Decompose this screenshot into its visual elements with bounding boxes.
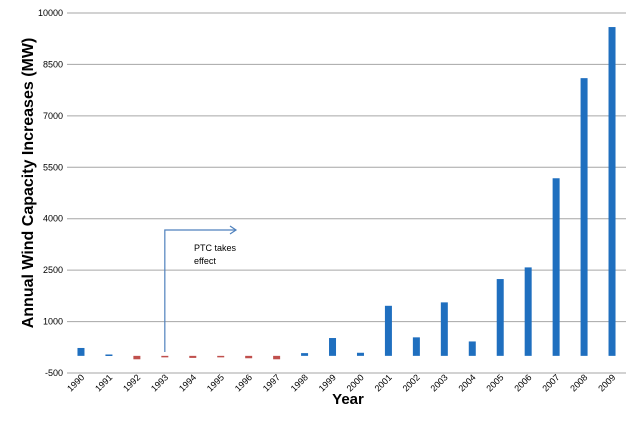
x-tick-label: 1997 <box>261 372 282 393</box>
bar-1995 <box>217 355 225 358</box>
bars <box>77 27 616 360</box>
bar-1997 <box>273 355 281 360</box>
x-tick-label: 2008 <box>568 372 589 393</box>
bar-1993 <box>161 355 169 358</box>
bar-1990 <box>77 347 85 356</box>
bar-1991 <box>105 354 113 356</box>
x-tick-label: 1993 <box>149 372 170 393</box>
bar-2009 <box>608 27 616 356</box>
bar-1992 <box>133 355 141 360</box>
x-tick-label: 2006 <box>512 372 533 393</box>
bar-1994 <box>189 355 197 358</box>
x-tick-label: 2003 <box>429 372 450 393</box>
bar-2000 <box>356 352 364 356</box>
x-tick-label: 2007 <box>540 372 561 393</box>
y-tick-label: 4000 <box>43 214 63 224</box>
y-tick-labels: -500 1000 2500 4000 5500 7000 8500 10000 <box>38 8 63 378</box>
x-axis-title: Year <box>332 391 364 408</box>
annotation-text-line2: effect <box>194 256 216 266</box>
bar-2005 <box>496 279 504 356</box>
x-tick-label: 2005 <box>484 372 505 393</box>
annotation-arrowhead <box>229 225 238 235</box>
y-tick-label: 10000 <box>38 8 63 18</box>
bar-1998 <box>301 353 309 356</box>
bar-1996 <box>245 355 253 359</box>
x-tick-label: 1996 <box>233 372 254 393</box>
x-tick-label: 1995 <box>205 372 226 393</box>
annotation-text-line1: PTC takes <box>194 243 237 253</box>
bar-2001 <box>384 305 392 356</box>
x-tick-label: 2002 <box>401 372 422 393</box>
bar-2007 <box>552 178 560 356</box>
x-tick-label: 1990 <box>65 372 86 393</box>
y-tick-label: 2500 <box>43 265 63 275</box>
x-tick-label: 1994 <box>177 372 198 393</box>
bar-2008 <box>580 78 588 356</box>
y-tick-label: 7000 <box>43 111 63 121</box>
x-tick-label: 1998 <box>289 372 310 393</box>
bar-2003 <box>440 302 448 356</box>
bar-2002 <box>412 337 420 356</box>
x-tick-label: 2004 <box>456 372 477 393</box>
y-tick-label: 1000 <box>43 317 63 327</box>
x-tick-label: 1992 <box>121 372 142 393</box>
annotation: PTC takes effect <box>164 225 238 352</box>
annotation-arrow <box>164 229 236 352</box>
gridlines <box>67 12 626 374</box>
bar-2006 <box>524 267 532 356</box>
y-axis-title: Annual Wind Capacity Increases (MW) <box>20 38 37 329</box>
x-tick-label: 1991 <box>93 372 114 393</box>
x-tick-label: 2009 <box>596 372 617 393</box>
y-tick-label: 5500 <box>43 162 63 172</box>
bar-2004 <box>468 341 476 356</box>
x-tick-label: 2001 <box>373 372 394 393</box>
y-tick-label: -500 <box>45 368 63 378</box>
y-tick-label: 8500 <box>43 59 63 69</box>
bar-1999 <box>329 338 337 356</box>
